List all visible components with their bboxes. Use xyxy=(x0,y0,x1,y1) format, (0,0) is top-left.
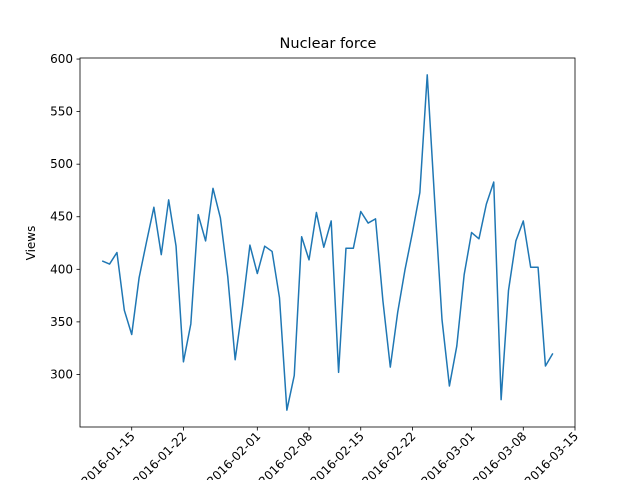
x-tick-label: 2016-03-01 xyxy=(418,429,477,480)
x-tick-label: 2016-03-15 xyxy=(522,429,581,480)
line xyxy=(101,74,554,411)
plot-frame xyxy=(79,57,576,428)
y-tick-label: 350 xyxy=(50,315,73,329)
y-tick-label: 500 xyxy=(50,157,73,171)
x-tick-label: 2016-02-01 xyxy=(204,429,263,480)
x-tick-label: 2016-01-15 xyxy=(79,429,138,480)
y-tick-label: 450 xyxy=(50,210,73,224)
y-tick-label: 600 xyxy=(50,52,73,66)
y-axis-label: Views xyxy=(24,226,38,261)
x-tick-label: 2016-02-08 xyxy=(256,429,315,480)
x-tick-label: 2016-02-15 xyxy=(308,429,367,480)
y-tick-label: 400 xyxy=(50,262,73,276)
x-tick-label: 2016-01-22 xyxy=(130,429,189,480)
chart-title: Nuclear force xyxy=(280,36,377,52)
x-tick-label: 2016-03-08 xyxy=(470,429,529,480)
y-tick-label: 550 xyxy=(50,105,73,119)
x-tick-label: 2016-02-22 xyxy=(359,429,418,480)
y-tick-label: 300 xyxy=(50,367,73,381)
